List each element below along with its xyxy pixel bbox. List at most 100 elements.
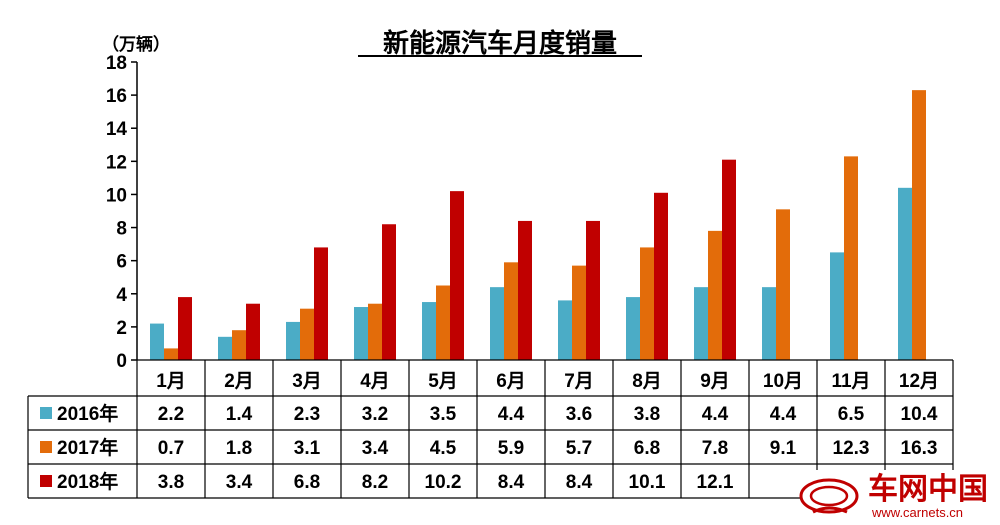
data-label: 10.4 xyxy=(901,404,938,425)
y-tick-label: 16 xyxy=(106,86,127,107)
data-label: 3.8 xyxy=(634,404,660,425)
data-label: 3.8 xyxy=(158,472,184,493)
x-tick-label: 7月 xyxy=(564,371,594,392)
x-tick-label: 11月 xyxy=(831,371,870,392)
y-tick-label: 6 xyxy=(116,252,127,273)
watermark-url: www.carnets.cn xyxy=(871,505,963,520)
data-label: 2.3 xyxy=(294,404,320,425)
data-label: 1.4 xyxy=(226,404,253,425)
data-label: 3.4 xyxy=(362,438,389,459)
y-tick-label: 0 xyxy=(116,351,127,372)
y-tick-label: 2 xyxy=(116,318,127,339)
bar-1-5 xyxy=(422,302,436,360)
bar-2-9 xyxy=(708,230,722,360)
bar-3-5 xyxy=(450,191,464,360)
data-label: 6.8 xyxy=(294,472,320,493)
bar-1-4 xyxy=(354,307,368,360)
data-label: 9.1 xyxy=(770,438,797,459)
bar-2-1 xyxy=(164,348,178,360)
bar-2-5 xyxy=(436,285,450,360)
y-tick-label: 4 xyxy=(116,285,127,306)
x-tick-label: 3月 xyxy=(292,371,322,392)
data-label: 1.8 xyxy=(226,438,252,459)
bar-3-9 xyxy=(722,159,736,360)
bar-3-2 xyxy=(246,303,260,360)
data-label: 3.6 xyxy=(566,404,592,425)
legend-label: 2016年 xyxy=(57,402,118,425)
x-tick-label: 8月 xyxy=(632,371,662,392)
x-tick-label: 10月 xyxy=(763,371,803,392)
data-label: 3.4 xyxy=(226,472,253,493)
carnets-logo-icon xyxy=(799,478,859,514)
y-tick-label: 18 xyxy=(106,53,127,74)
bar-1-3 xyxy=(286,321,300,360)
bar-1-11 xyxy=(830,252,844,360)
y-tick-label: 10 xyxy=(106,185,127,206)
data-label: 0.7 xyxy=(158,438,184,459)
bar-1-8 xyxy=(626,297,640,360)
y-tick-label: 12 xyxy=(106,152,127,173)
bar-3-7 xyxy=(586,220,600,360)
data-label: 8.4 xyxy=(566,472,593,493)
x-tick-label: 12月 xyxy=(899,371,939,392)
data-label: 3.2 xyxy=(362,404,388,425)
x-tick-label: 5月 xyxy=(428,371,458,392)
watermark: 车网中国 www.carnets.cn xyxy=(799,470,1000,525)
legend-key-2 xyxy=(40,441,52,453)
watermark-name: 车网中国 xyxy=(868,472,988,506)
x-tick-label: 1月 xyxy=(156,371,186,392)
data-label: 6.8 xyxy=(634,438,660,459)
bar-2-8 xyxy=(640,247,654,360)
data-label: 12.1 xyxy=(697,472,734,493)
y-axis: 0 2 4 6 8 10 12 14 16 18 xyxy=(106,53,138,372)
data-label: 16.3 xyxy=(901,438,938,459)
data-table: 1月 2月 3月 4月 5月 6月 7月 8月 9月 10月 11月 12月 2016年 2.2 1.4 2.… xyxy=(27,359,954,499)
data-label: 6.5 xyxy=(838,404,865,425)
data-label: 4.4 xyxy=(702,404,729,425)
bar-1-7 xyxy=(558,300,572,360)
y-tick-label: 8 xyxy=(116,219,127,240)
bar-1-6 xyxy=(490,287,504,360)
bar-1-12 xyxy=(898,187,912,360)
legend-key-3 xyxy=(40,475,52,487)
data-label: 5.7 xyxy=(566,438,592,459)
bar-2-7 xyxy=(572,265,586,360)
bars xyxy=(150,90,926,361)
bar-3-1 xyxy=(178,297,192,360)
y-tick-label: 14 xyxy=(106,119,128,140)
bar-2-3 xyxy=(300,308,314,360)
data-label: 8.4 xyxy=(498,472,525,493)
data-label: 4.5 xyxy=(430,438,457,459)
legend-label: 2018年 xyxy=(57,470,118,493)
bar-3-6 xyxy=(518,220,532,360)
data-label: 7.8 xyxy=(702,438,728,459)
x-tick-label: 4月 xyxy=(360,371,390,392)
bar-1-10 xyxy=(762,287,776,360)
data-label: 10.2 xyxy=(425,472,462,493)
bar-3-8 xyxy=(654,192,668,360)
data-label: 8.2 xyxy=(362,472,388,493)
data-label: 4.4 xyxy=(498,404,525,425)
data-label: 3.1 xyxy=(294,438,321,459)
x-tick-label: 6月 xyxy=(496,371,526,392)
legend-key-1 xyxy=(40,407,52,419)
x-tick-label: 2月 xyxy=(224,371,254,392)
data-label: 3.5 xyxy=(430,404,457,425)
bar-2-12 xyxy=(912,90,926,361)
x-tick-label: 9月 xyxy=(700,371,730,392)
data-label: 2.2 xyxy=(158,404,184,425)
chart-title: 新能源汽车月度销量 xyxy=(383,28,617,58)
data-label: 12.3 xyxy=(833,438,870,459)
bar-1-1 xyxy=(150,323,164,360)
bar-2-11 xyxy=(844,156,858,360)
bar-2-4 xyxy=(368,303,382,360)
bar-1-2 xyxy=(218,336,232,360)
data-label: 4.4 xyxy=(770,404,797,425)
bar-2-2 xyxy=(232,330,246,360)
bar-3-4 xyxy=(382,224,396,360)
data-label: 5.9 xyxy=(498,438,524,459)
y-unit-label: （万辆） xyxy=(102,34,170,54)
legend-label: 2017年 xyxy=(57,436,118,459)
bar-2-10 xyxy=(776,209,790,360)
